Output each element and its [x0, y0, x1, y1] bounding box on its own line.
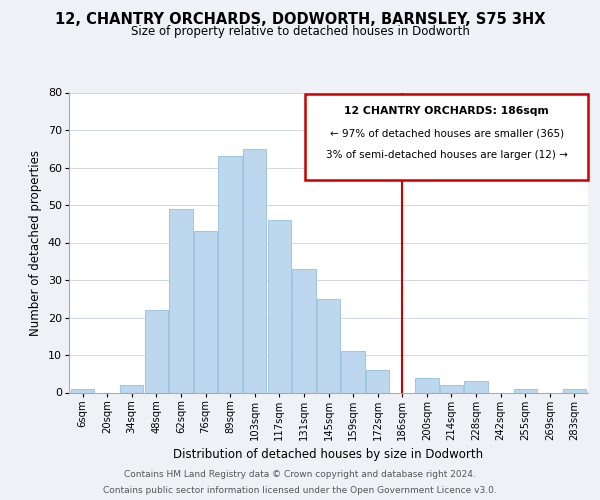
Text: 3% of semi-detached houses are larger (12) →: 3% of semi-detached houses are larger (1…: [326, 150, 568, 160]
Bar: [563, 389, 586, 392]
Bar: [366, 370, 389, 392]
Bar: [341, 351, 365, 393]
Bar: [120, 385, 143, 392]
Bar: [514, 389, 537, 392]
Bar: [71, 389, 94, 392]
Text: Contains public sector information licensed under the Open Government Licence v3: Contains public sector information licen…: [103, 486, 497, 495]
Bar: [292, 269, 316, 392]
Text: 12, CHANTRY ORCHARDS, DODWORTH, BARNSLEY, S75 3HX: 12, CHANTRY ORCHARDS, DODWORTH, BARNSLEY…: [55, 12, 545, 28]
Bar: [415, 378, 439, 392]
Text: ← 97% of detached houses are smaller (365): ← 97% of detached houses are smaller (36…: [329, 128, 563, 138]
Bar: [145, 310, 168, 392]
Bar: [317, 298, 340, 392]
Text: Contains HM Land Registry data © Crown copyright and database right 2024.: Contains HM Land Registry data © Crown c…: [124, 470, 476, 479]
Bar: [464, 381, 488, 392]
Bar: [243, 149, 266, 392]
Text: 12 CHANTRY ORCHARDS: 186sqm: 12 CHANTRY ORCHARDS: 186sqm: [344, 106, 549, 116]
Y-axis label: Number of detached properties: Number of detached properties: [29, 150, 43, 336]
Bar: [440, 385, 463, 392]
FancyBboxPatch shape: [305, 94, 588, 180]
Bar: [169, 209, 193, 392]
Bar: [268, 220, 291, 392]
Bar: [194, 231, 217, 392]
Text: Size of property relative to detached houses in Dodworth: Size of property relative to detached ho…: [131, 25, 469, 38]
X-axis label: Distribution of detached houses by size in Dodworth: Distribution of detached houses by size …: [173, 448, 484, 461]
Bar: [218, 156, 242, 392]
